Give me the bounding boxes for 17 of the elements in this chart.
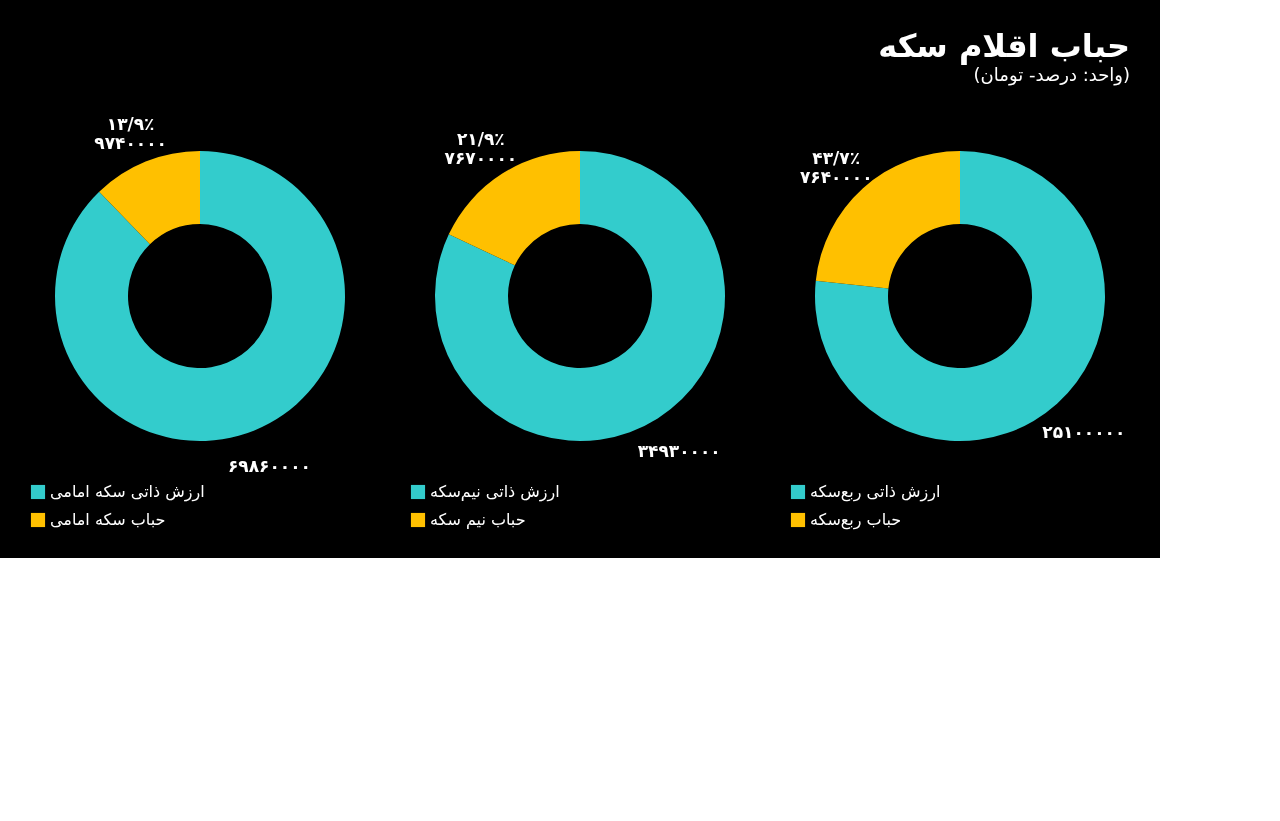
data-label: ۳۴۹۳۰۰۰۰ xyxy=(637,441,721,462)
data-label: ۶۹۸۶۰۰۰۰ xyxy=(227,456,311,477)
donut-slice xyxy=(99,151,200,245)
chart-subtitle: (واحد: درصد- تومان) xyxy=(973,63,1130,86)
legend-label: حباب ربع‌سکه xyxy=(810,510,902,530)
data-label: ۲۵۱۰۰۰۰۰ xyxy=(1042,422,1126,443)
donut-slice xyxy=(55,151,345,441)
legend-label: ارزش ذاتی سکه امامی xyxy=(50,482,205,502)
data-label: ۱۳/۹٪ ۹۷۴۰۰۰۰ xyxy=(94,113,167,153)
legend-label: حباب نیم سکه xyxy=(430,510,526,529)
legend-label: حباب سکه امامی xyxy=(50,510,166,529)
legend-label: ارزش ذاتی نیم‌سکه xyxy=(430,482,560,502)
data-label: ۲۱/۹٪ ۷۶۷۰۰۰۰ xyxy=(444,128,518,168)
legend-label: ارزش ذاتی ربع‌سکه xyxy=(810,482,941,502)
chart-title: حباب اقلام سکه xyxy=(878,26,1130,65)
data-label: ۴۳/۷٪ ۷۶۴۰۰۰۰ xyxy=(799,147,873,187)
donut-slice xyxy=(435,151,725,441)
